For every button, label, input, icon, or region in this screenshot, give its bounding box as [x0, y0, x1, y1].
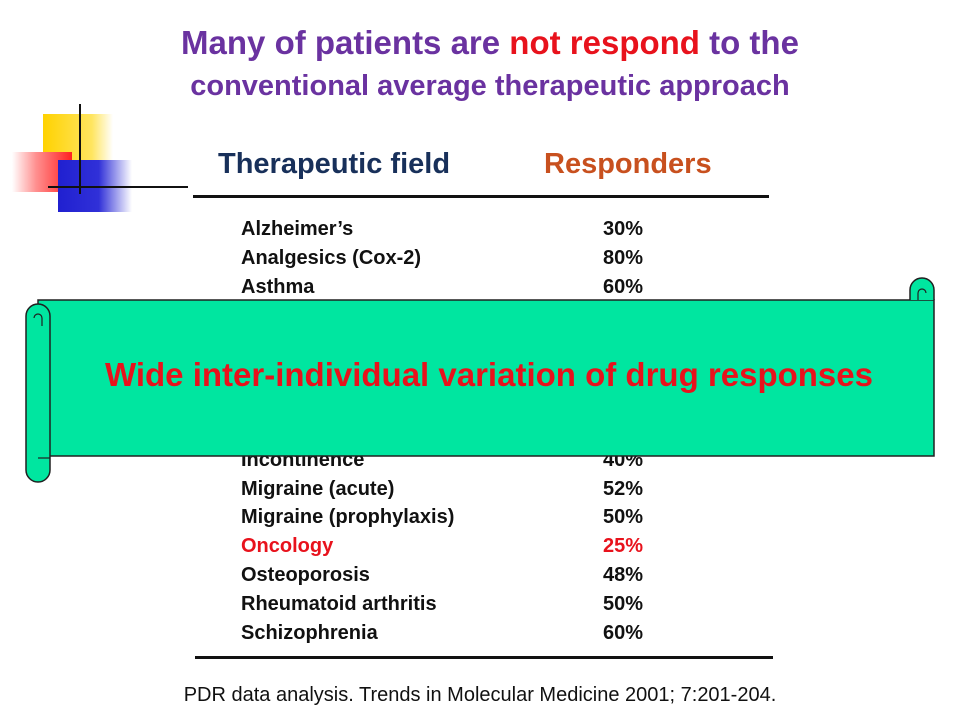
row-field: Asthma — [241, 276, 315, 298]
row-field: Schizophrenia — [241, 622, 378, 644]
table-row: Migraine (acute) 52% — [0, 478, 960, 506]
row-field: Incontinence — [241, 449, 365, 471]
row-value: 40% — [603, 449, 644, 471]
row-field: Oncology — [241, 535, 334, 557]
row-value: 30% — [603, 218, 644, 240]
row-value: 60% — [603, 276, 644, 298]
row-field: Analgesics (Cox-2) — [241, 247, 422, 269]
row-value: 50% — [603, 593, 644, 615]
table-row: Schizophrenia 60% — [0, 622, 960, 650]
table-top-rule — [193, 195, 769, 198]
row-value: 48% — [603, 564, 644, 586]
table-bottom-rule — [195, 656, 773, 659]
row-value: 50% — [603, 506, 644, 528]
decor-vertical-line — [79, 104, 81, 194]
row-value: 25% — [603, 535, 644, 557]
title-highlight: not respond — [509, 24, 700, 61]
row-field: Alzheimer’s — [241, 218, 354, 240]
table-row: Alzheimer’s 30% — [0, 218, 960, 246]
table-row: Analgesics (Cox-2) 80% — [0, 247, 960, 275]
decor-horizontal-line — [48, 186, 188, 188]
row-value: 60% — [603, 622, 644, 644]
header-responders: Responders — [544, 148, 712, 180]
table-row: Asthma 60% — [0, 276, 960, 304]
table-row: Migraine (prophylaxis) 50% — [0, 506, 960, 534]
slide-title-line1: Many of patients are not respond to the — [0, 24, 960, 62]
row-field: Migraine (prophylaxis) — [241, 506, 455, 528]
row-field: Osteoporosis — [241, 564, 370, 586]
row-value: 80% — [603, 247, 644, 269]
table-row: Osteoporosis 48% — [0, 564, 960, 592]
title-part2: to the — [699, 24, 799, 61]
slide-title-line2: conventional average therapeutic approac… — [190, 70, 790, 102]
citation: PDR data analysis. Trends in Molecular M… — [183, 684, 777, 706]
banner-text: Wide inter-individual variation of drug … — [105, 356, 873, 393]
table-row: Rheumatoid arthritis 50% — [0, 593, 960, 621]
table-row-highlighted: Oncology 25% — [0, 535, 960, 563]
row-field: Migraine (acute) — [241, 478, 395, 500]
title-part1: Many of patients are — [181, 24, 510, 61]
row-field: Rheumatoid arthritis — [241, 593, 437, 615]
table-row: Incontinence 40% — [0, 449, 960, 477]
header-therapeutic-field: Therapeutic field — [218, 148, 451, 180]
row-value: 52% — [603, 478, 644, 500]
